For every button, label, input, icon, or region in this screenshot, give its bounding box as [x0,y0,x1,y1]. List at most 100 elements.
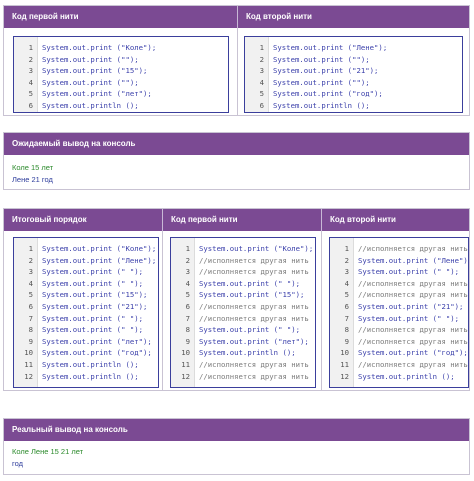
code-line: 8 System.out.print (" "); [14,324,158,336]
line-number: 10 [181,348,190,358]
line-number: 8 [185,325,190,335]
code-text: System.out.print (" "); [42,325,144,335]
expected-output-line-2: Лене 21 год [12,175,53,184]
line-number: 2 [259,54,264,64]
thread2-header: Код второй нити [237,6,469,28]
thread2-order-header: Код второй нити [321,209,469,231]
code-line: 1 System.out.print ("Коле"); [171,243,315,255]
line-number: 3 [28,66,33,76]
line-number: 5 [28,290,33,300]
code-line: 6 System.out.println (); [14,100,228,112]
line-number: 9 [344,336,349,346]
code-text: System.out.println (); [358,371,455,381]
final-order-header: Итоговый порядок [4,209,162,231]
code-text: System.out.print ("Лене"); [358,255,469,265]
code-line: 3 //исполняется другая нить [171,266,315,278]
code-text: //исполняется другая нить [199,267,309,277]
code-text: System.out.println (); [42,100,139,110]
code-line: 10 System.out.println (); [171,347,315,359]
code-line: 3 System.out.print ("15"); [14,65,228,77]
code-text: //исполняется другая нить [358,336,468,346]
code-text: System.out.println (); [42,371,139,381]
code-text: System.out.println (); [42,359,139,369]
line-number: 6 [28,301,33,311]
thread2-code-block: 1 System.out.print ("Лене"); 2 System.out.p… [244,36,463,113]
line-number: 7 [344,313,349,323]
code-line: 3 System.out.print (" "); [14,266,158,278]
code-text: System.out.print (" "); [358,267,460,277]
code-text: System.out.print ("Коле"); [42,244,157,253]
code-text: System.out.print ("лет"); [42,89,152,99]
code-line: 4 System.out.print (""); [14,77,228,89]
code-line: 12 System.out.println (); [330,371,468,383]
code-line: 1 System.out.print ("Коле"); [14,243,158,255]
code-text: System.out.print ("Лене"); [273,43,388,52]
final-order-code-block: 1 System.out.print ("Коле"); 2 System.out.p… [13,237,159,388]
line-number: 8 [28,325,33,335]
line-number: 8 [344,325,349,335]
line-number: 6 [344,301,349,311]
code-text: System.out.print (" "); [42,267,144,277]
code-line: 11 System.out.println (); [14,359,158,371]
code-text: System.out.print (" "); [42,278,144,288]
code-line: 5 //исполняется другая нить [330,289,468,301]
code-text: //исполняется другая нить [358,325,468,335]
line-number: 11 [24,359,33,369]
code-text: System.out.print (""); [273,54,370,64]
code-line: 4 System.out.print (" "); [171,278,315,290]
code-line: 2 System.out.print ("Лене"); [330,255,468,267]
code-line: 3 System.out.print ("21"); [245,65,462,77]
line-number: 11 [340,359,349,369]
code-line: 10 System.out.print ("год"); [14,347,158,359]
code-text: System.out.print ("год"); [273,89,383,99]
line-number: 5 [259,89,264,99]
code-line: 2 System.out.print (""); [14,54,228,66]
code-text: //исполняется другая нить [199,301,309,311]
line-number: 10 [24,348,33,358]
code-line: 7 System.out.print (" "); [14,313,158,325]
code-line: 12 System.out.println (); [14,371,158,383]
line-number: 5 [185,290,190,300]
code-text: System.out.print ("год"); [358,348,468,358]
code-text: System.out.print (" "); [358,313,460,323]
line-number: 3 [185,267,190,277]
code-text: //исполняется другая нить [358,359,468,369]
code-line: 6 System.out.print ("21"); [14,301,158,313]
code-text: //исполняется другая нить [199,313,309,323]
code-text: System.out.print (""); [273,77,370,87]
line-number: 9 [185,336,190,346]
thread1-header: Код первой нити [4,6,237,28]
code-line: 2 System.out.print ("Лене"); [14,255,158,267]
line-number: 6 [259,100,264,110]
code-line: 11 //исполняется другая нить [171,359,315,371]
code-text: System.out.print ("15"); [199,290,305,300]
line-number: 3 [28,267,33,277]
code-text: System.out.print ("15"); [42,290,148,300]
line-number: 11 [181,359,190,369]
code-text: System.out.print ("21"); [273,66,379,76]
expected-output-line-1: Коле 15 лет [12,163,54,172]
code-line: 2 System.out.print (""); [245,54,462,66]
code-text: //исполняется другая нить [358,278,468,288]
actual-output-line-1: Коле Лене 15 21 лет [12,447,84,456]
code-text: System.out.print ("год"); [42,348,152,358]
code-line: 2 //исполняется другая нить [171,255,315,267]
code-line: 1 System.out.print ("Коле"); [14,42,228,54]
code-line: 5 System.out.print ("лет"); [14,88,228,100]
code-line: 5 System.out.print ("15"); [171,289,315,301]
line-number: 12 [24,371,33,381]
code-text: System.out.print (" "); [199,278,301,288]
line-number: 7 [185,313,190,323]
line-number: 2 [28,255,33,265]
code-line: 4 //исполняется другая нить [330,278,468,290]
code-line: 8 //исполняется другая нить [330,324,468,336]
code-text: //исполняется другая нить [358,290,468,300]
code-line: 8 System.out.print (" "); [171,324,315,336]
line-number: 4 [28,278,33,288]
code-line: 7 System.out.print (" "); [330,313,468,325]
code-text: //исполняется другая нить [199,359,309,369]
line-number: 9 [28,336,33,346]
code-line: 6 System.out.println (); [245,100,462,112]
code-line: 5 System.out.print ("15"); [14,289,158,301]
code-line: 9 System.out.print ("лет"); [171,336,315,348]
